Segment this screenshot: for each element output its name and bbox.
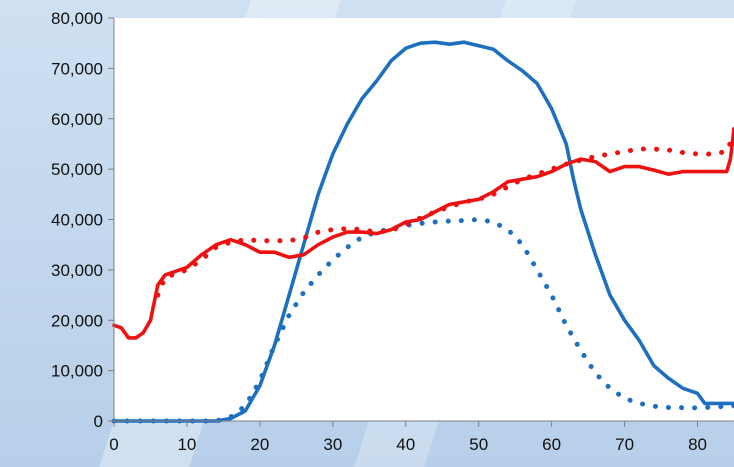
y-tick-label: 70,000: [51, 59, 103, 78]
y-tick-label: 30,000: [51, 261, 103, 280]
x-tick-label: 20: [250, 435, 269, 454]
y-tick-label: 10,000: [51, 362, 103, 381]
x-tick-label: 0: [109, 435, 118, 454]
x-tick-label: 50: [469, 435, 488, 454]
x-tick-label: 70: [615, 435, 634, 454]
x-tick-label: 80: [688, 435, 707, 454]
x-tick-label: 60: [542, 435, 561, 454]
x-tick-label: 30: [323, 435, 342, 454]
y-tick-label: 50,000: [51, 160, 103, 179]
x-axis: 0 10 20 30 40 50 60 70 80: [109, 421, 707, 454]
x-tick-label: 40: [396, 435, 415, 454]
y-tick-label: 80,000: [51, 9, 103, 28]
series-line-4-dotted: [155, 131, 734, 298]
y-axis: 0 10,000 20,000 30,000 40,000 50,000 60,000 70,…: [51, 9, 114, 431]
y-tick-label: 20,000: [51, 311, 103, 330]
series-line-1-solid: [112, 40, 734, 423]
series-layer: [111, 40, 734, 424]
y-tick-label: 40,000: [51, 211, 103, 230]
y-tick-label: 60,000: [51, 110, 103, 129]
x-tick-label: 10: [177, 435, 196, 454]
y-tick-label: 0: [94, 412, 103, 431]
